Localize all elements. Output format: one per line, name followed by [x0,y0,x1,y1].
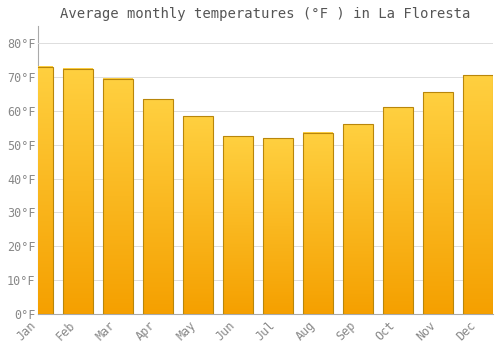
Bar [303,133,333,314]
Bar [303,133,333,314]
Bar [263,138,293,314]
Bar [143,99,173,314]
Bar [423,92,453,314]
Bar [343,124,373,314]
Bar [183,116,213,314]
Bar [383,107,413,314]
Bar [463,75,493,314]
Bar [343,124,373,314]
Bar [423,92,453,314]
Bar [143,99,173,314]
Bar [463,75,493,314]
Title: Average monthly temperatures (°F ) in La Floresta: Average monthly temperatures (°F ) in La… [60,7,471,21]
Bar [183,116,213,314]
Bar [103,79,133,314]
Bar [263,138,293,314]
Bar [63,69,93,314]
Bar [223,136,253,314]
Bar [23,67,53,314]
Bar [103,79,133,314]
Bar [223,136,253,314]
Bar [63,69,93,314]
Bar [23,67,53,314]
Bar [383,107,413,314]
